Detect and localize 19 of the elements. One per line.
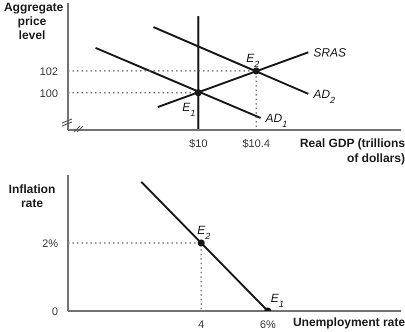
y-tick-label: 100 bbox=[40, 88, 58, 100]
series-label: AD$_{1}$ bbox=[264, 110, 288, 129]
x-axis-title: Real GDP (trillions of dollars) bbox=[298, 136, 405, 166]
y-axis-title: Aggregate price level bbox=[4, 0, 64, 42]
annotation: E$_{2}$ bbox=[197, 223, 210, 241]
series-label: SRAS bbox=[313, 45, 346, 60]
annotation: E$_{1}$ bbox=[182, 100, 196, 118]
y-axis-title: Inflation rate bbox=[8, 182, 56, 210]
x-tick-label: $10.4 bbox=[242, 138, 270, 150]
x-tick-label: $10 bbox=[189, 138, 208, 150]
annotation: E$_{2}$ bbox=[246, 50, 260, 69]
annotation: E$_{1}$ bbox=[270, 291, 284, 309]
x-axis-title: Unemployment rate bbox=[292, 315, 405, 330]
y-tick-label: 102 bbox=[40, 66, 58, 78]
y-tick-label: 0 bbox=[52, 306, 58, 318]
x-tick-label: 4 bbox=[198, 319, 204, 331]
x-tick-label: 6% bbox=[260, 319, 276, 331]
series-label: AD$_{2}$ bbox=[312, 86, 336, 105]
y-tick-label: 2% bbox=[42, 238, 58, 250]
